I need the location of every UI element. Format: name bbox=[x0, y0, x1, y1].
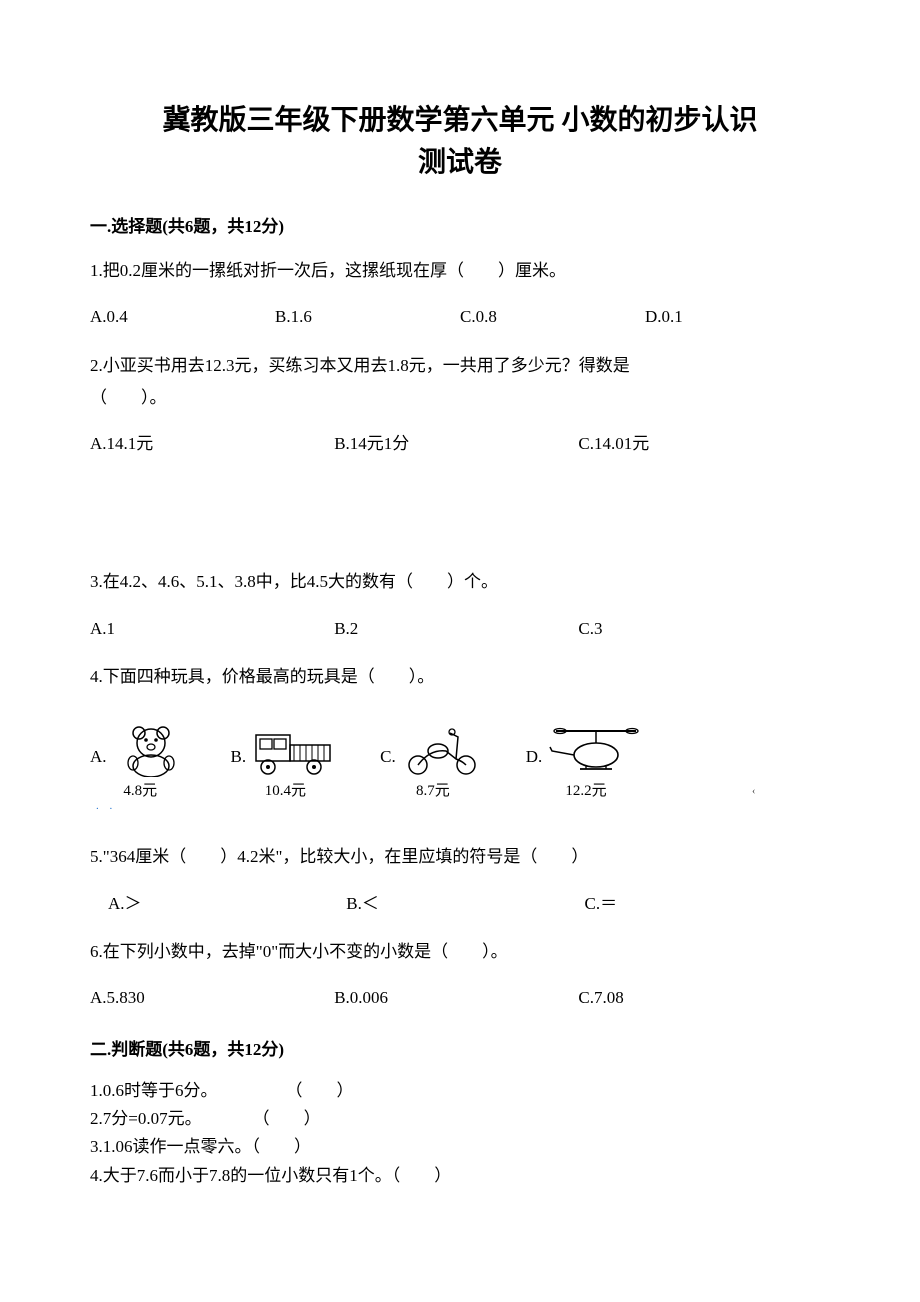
judge-3: 3.1.06读作一点零六。（ ） bbox=[90, 1134, 830, 1160]
q5-opt-a: A.＞ bbox=[108, 888, 346, 920]
q6-opt-a: A.5.830 bbox=[90, 982, 334, 1014]
q6-opt-c: C.7.08 bbox=[578, 982, 822, 1014]
toy-b: B. 10.4元 bbox=[231, 721, 341, 800]
q4-toys-row: A. 4.8元 B. bbox=[90, 721, 830, 823]
title-line-2: 测试卷 bbox=[90, 142, 830, 184]
q6-text: 6.在下列小数中，去掉"0"而大小不变的小数是（ ）。 bbox=[90, 936, 830, 968]
q6-options: A.5.830 B.0.006 C.7.08 bbox=[90, 982, 830, 1014]
q3-opt-c: C.3 bbox=[578, 613, 822, 645]
toy-a-price: 4.8元 bbox=[123, 779, 157, 800]
q2-opt-c: C.14.01元 bbox=[578, 428, 822, 460]
q3-options: A.1 B.2 C.3 bbox=[90, 613, 830, 645]
q5-opt-c: C.＝ bbox=[585, 888, 823, 920]
q3-opt-a: A.1 bbox=[90, 613, 334, 645]
judge-list: 1.0.6时等于6分。 （ ） 2.7分=0.07元。 （ ） 3.1.06读作… bbox=[90, 1078, 830, 1189]
toy-a: A. 4.8元 bbox=[90, 721, 191, 800]
judge-2: 2.7分=0.07元。 （ ） bbox=[90, 1106, 830, 1132]
q1-options: A.0.4 B.1.6 C.0.8 D.0.1 bbox=[90, 301, 830, 333]
scooter-icon bbox=[400, 721, 486, 777]
q1-opt-a: A.0.4 bbox=[90, 301, 275, 333]
q1-opt-b: B.1.6 bbox=[275, 301, 460, 333]
q5-options: A.＞ B.＜ C.＝ bbox=[90, 888, 830, 920]
q6-opt-b: B.0.006 bbox=[334, 982, 578, 1014]
judge-4: 4.大于7.6而小于7.8的一位小数只有1个。（ ） bbox=[90, 1163, 830, 1189]
toy-a-label: A. bbox=[90, 747, 107, 767]
q2-text-1: 2.小亚买书用去12.3元，买练习本又用去1.8元，一共用了多少元？得数是 bbox=[90, 350, 830, 382]
helicopter-icon bbox=[546, 721, 646, 777]
document-title: 冀教版三年级下册数学第六单元 小数的初步认识 测试卷 bbox=[90, 100, 830, 184]
q5-text: 5."364厘米（ ）4.2米"，比较大小，在里应填的符号是（ ） bbox=[90, 841, 830, 873]
q1-opt-d: D.0.1 bbox=[645, 301, 830, 333]
q2-opt-a: A.14.1元 bbox=[90, 428, 334, 460]
toy-d-price: 12.2元 bbox=[565, 779, 606, 800]
toy-d: D. 12.2元 bbox=[526, 721, 647, 800]
toy-c-price: 8.7元 bbox=[416, 779, 450, 800]
q5-opt-b: B.＜ bbox=[346, 888, 584, 920]
judge-1: 1.0.6时等于6分。 （ ） bbox=[90, 1078, 830, 1104]
toy-d-label: D. bbox=[526, 747, 543, 767]
small-marker: ‹ bbox=[752, 786, 920, 797]
q1-text: 1.把0.2厘米的一摞纸对折一次后，这摞纸现在厚（ ）厘米。 bbox=[90, 255, 830, 287]
bear-icon bbox=[111, 721, 191, 777]
q2-text-2: （ ）。 bbox=[90, 382, 830, 414]
title-line-1: 冀教版三年级下册数学第六单元 小数的初步认识 bbox=[90, 100, 830, 142]
dots-marker: . . bbox=[96, 800, 830, 812]
toy-b-price: 10.4元 bbox=[265, 779, 306, 800]
q4-text: 4.下面四种玩具，价格最高的玩具是（ ）。 bbox=[90, 661, 830, 693]
section-1-header: 一.选择题(共6题，共12分) bbox=[90, 212, 830, 237]
q1-opt-c: C.0.8 bbox=[460, 301, 645, 333]
q2-opt-b: B.14元1分 bbox=[334, 428, 578, 460]
toy-b-label: B. bbox=[231, 747, 247, 767]
truck-icon bbox=[250, 721, 340, 777]
toy-c-label: C. bbox=[380, 747, 396, 767]
q2-options: A.14.1元 B.14元1分 C.14.01元 bbox=[90, 428, 830, 460]
q3-text: 3.在4.2、4.6、5.1、3.8中，比4.5大的数有（ ）个。 bbox=[90, 566, 830, 598]
toy-c: C. 8.7元 bbox=[380, 721, 486, 800]
q3-opt-b: B.2 bbox=[334, 613, 578, 645]
section-2-header: 二.判断题(共6题，共12分) bbox=[90, 1035, 830, 1060]
